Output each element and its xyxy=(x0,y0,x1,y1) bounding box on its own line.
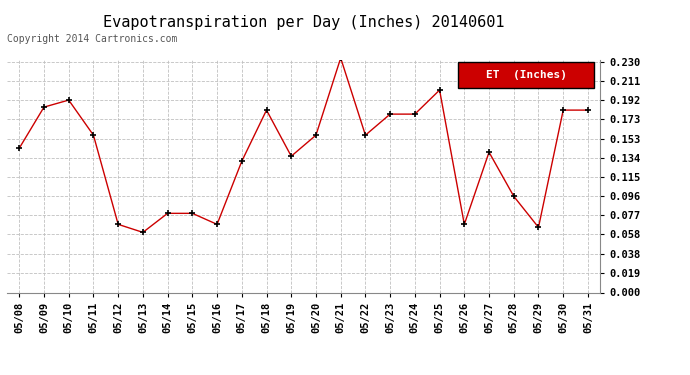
Text: ET  (Inches): ET (Inches) xyxy=(486,70,566,80)
Text: Evapotranspiration per Day (Inches) 20140601: Evapotranspiration per Day (Inches) 2014… xyxy=(103,15,504,30)
FancyBboxPatch shape xyxy=(458,62,594,88)
Text: Copyright 2014 Cartronics.com: Copyright 2014 Cartronics.com xyxy=(7,34,177,44)
